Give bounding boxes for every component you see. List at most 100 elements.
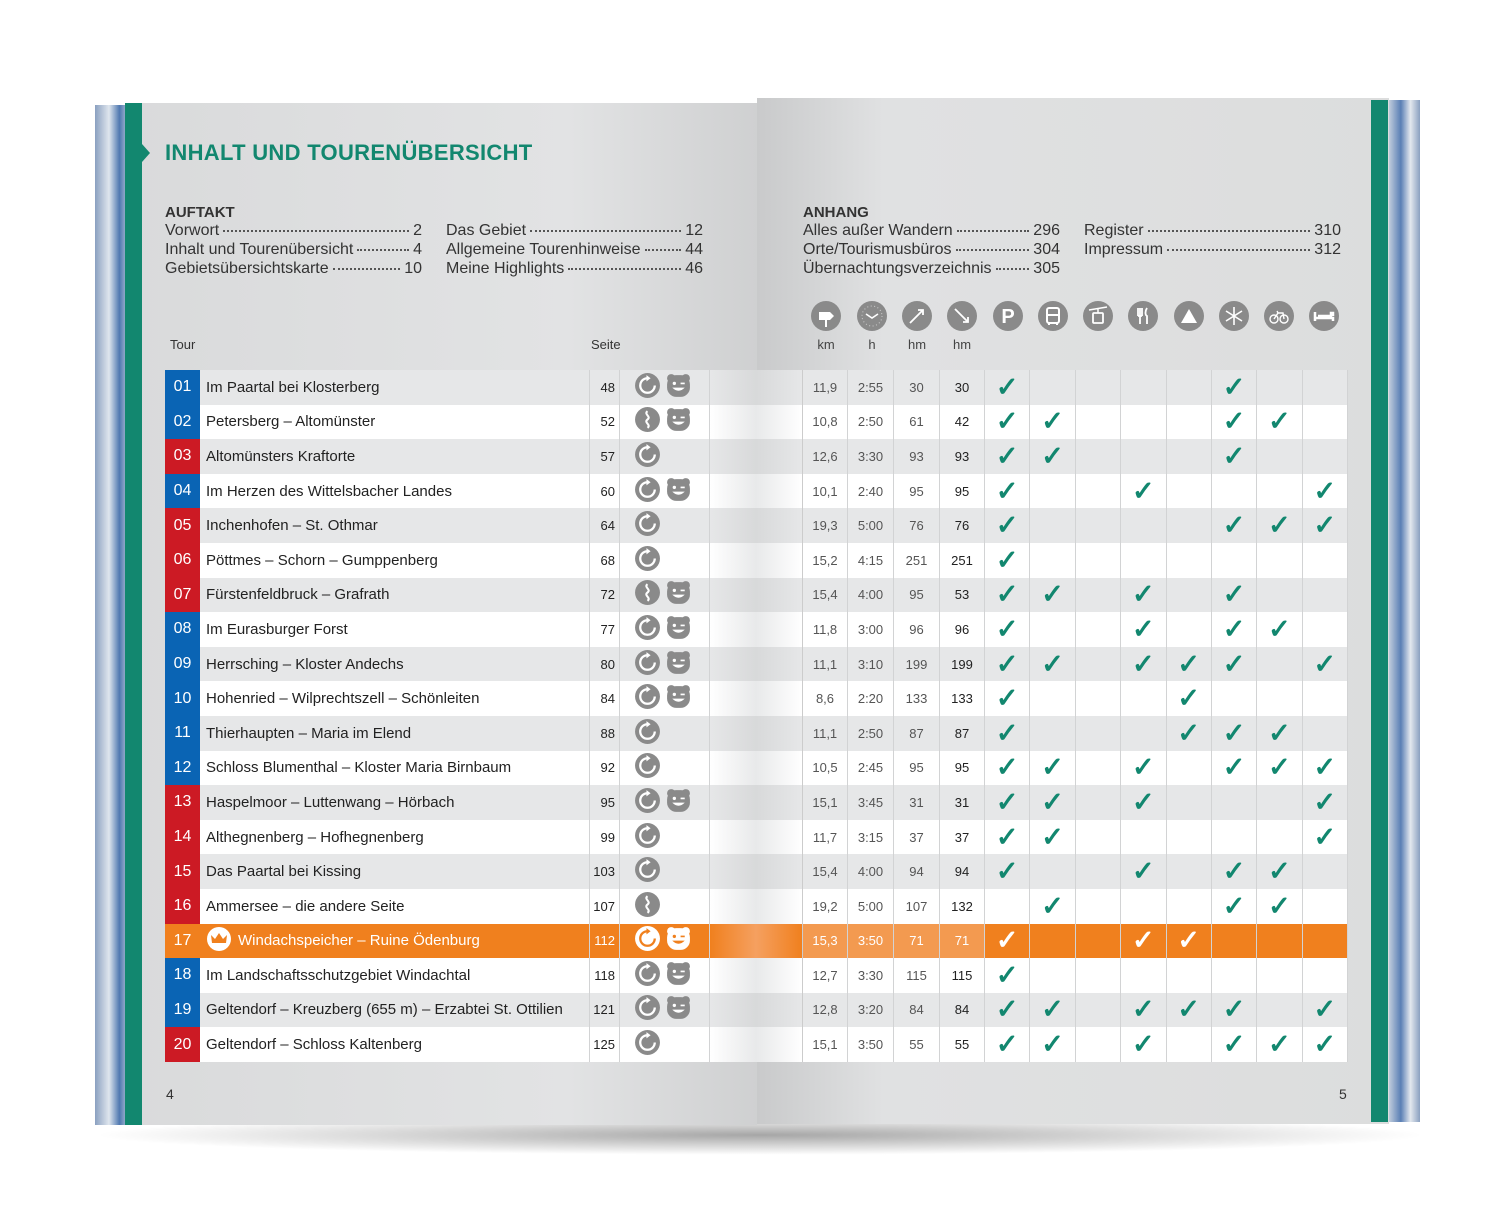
tour-name[interactable]: Im Herzen des Wittelsbacher Landes (200, 473, 590, 509)
feature-summit (1166, 439, 1212, 474)
toc-entry[interactable]: Allgemeine Tourenhinweise 44 (446, 241, 703, 260)
table-row[interactable]: 08 Im Eurasburger Forst 77 11,8 3:00 96 96 ✓ ✓ ✓ ✓ (165, 612, 1348, 647)
tour-name[interactable]: Altomünsters Kraftorte (200, 439, 590, 474)
toc-entry[interactable]: Vorwort 2 (165, 222, 422, 241)
table-row[interactable]: 05 Inchenhofen – St. Othmar 64 19,3 5:00 76 76… (165, 508, 1348, 543)
feature-restaurant (1121, 439, 1167, 474)
feature-restaurant: ✓ (1121, 612, 1167, 647)
check-icon: ✓ (1222, 1029, 1246, 1060)
feature-bicycle (1257, 681, 1303, 716)
family-icon (665, 994, 692, 1025)
tour-name[interactable]: Im Landschaftsschutzgebiet Windachtal (200, 958, 590, 993)
feature-parking: ✓ (985, 404, 1031, 440)
bicycle-icon (1264, 301, 1294, 331)
tour-name[interactable]: Herrsching – Kloster Andechs (200, 646, 590, 682)
toc-entry[interactable]: Inhalt und Tourenübersicht 4 (165, 241, 422, 260)
table-row[interactable]: 18 Im Landschaftsschutzgebiet Windachtal 1… (165, 958, 1348, 993)
check-icon: ✓ (995, 406, 1019, 437)
page-number-right: 5 (1339, 1086, 1347, 1102)
table-row[interactable]: 06 Pöttmes – Schorn – Gumppenberg 68 15,2 4:… (165, 542, 1348, 578)
tour-number: 01 (165, 370, 200, 405)
toc-leader (1147, 230, 1311, 232)
anhang-heading: ANHANG (803, 204, 869, 221)
table-row[interactable]: 01 Im Paartal bei Klosterberg 48 11,9 2:55 30… (165, 370, 1348, 405)
tour-name[interactable]: Pöttmes – Schorn – Gumppenberg (200, 542, 590, 578)
feature-cable-car (1075, 785, 1122, 820)
table-row[interactable]: 10 Hohenried – Wilprechtszell – Schönleit… (165, 681, 1348, 716)
tour-name[interactable]: Windachspeicher – Ruine Ödenburg (200, 923, 590, 959)
feature-summit (1166, 404, 1212, 440)
check-icon: ✓ (1313, 752, 1337, 783)
table-row[interactable]: 20 Geltendorf – Schloss Kaltenberg 125 15,1… (165, 1027, 1348, 1062)
table-row[interactable]: 11 Thierhaupten – Maria im Elend 88 11,1 2:5… (165, 715, 1348, 751)
table-row[interactable]: 03 Altomünsters Kraftorte 57 12,6 3:30 93 93 ✓ ✓… (165, 439, 1348, 474)
toc-entry[interactable]: Alles außer Wandern 296 (803, 222, 1060, 241)
toc-leader (995, 268, 1030, 270)
toc-entry[interactable]: Register 310 (1084, 222, 1341, 241)
winter-icon (1219, 301, 1249, 331)
gutter (710, 888, 803, 924)
table-row[interactable]: 12 Schloss Blumenthal – Kloster Maria Bir… (165, 750, 1348, 786)
toc-entry[interactable]: Orte/Tourismusbüros 304 (803, 241, 1060, 260)
table-row[interactable]: 16 Ammersee – die andere Seite 107 19,2 5:00… (165, 888, 1348, 924)
table-row[interactable]: 13 Haspelmoor – Luttenwang – Hörbach 95 15,… (165, 785, 1348, 820)
tour-name[interactable]: Ammersee – die andere Seite (200, 888, 590, 924)
book-edge-left (95, 105, 130, 1125)
table-row[interactable]: 07 Fürstenfeldbruck – Grafrath 72 15,4 4:00 9… (165, 577, 1348, 613)
feature-winter: ✓ (1211, 750, 1258, 786)
tour-name[interactable]: Geltendorf – Kreuzberg (655 m) – Erzabte… (200, 992, 590, 1028)
feature-bicycle (1257, 785, 1303, 820)
feature-bus (1030, 542, 1076, 578)
gutter (710, 646, 803, 682)
tour-name[interactable]: Geltendorf – Schloss Kaltenberg (200, 1027, 590, 1062)
table-row[interactable]: 19 Geltendorf – Kreuzberg (655 m) – Erzab… (165, 992, 1348, 1028)
feature-cable-car (1075, 612, 1122, 647)
duration-value: 4:00 (848, 577, 894, 613)
table-row[interactable]: 17 Windachspeicher – Ruine Ödenburg 112 15,… (165, 923, 1348, 959)
tour-name[interactable]: Inchenhofen – St. Othmar (200, 508, 590, 543)
check-icon: ✓ (1268, 613, 1291, 644)
tour-name[interactable]: Thierhaupten – Maria im Elend (200, 715, 590, 751)
check-icon: ✓ (995, 1029, 1019, 1060)
table-row[interactable]: 14 Althegnenberg – Hofhegnenberg 99 11,7 3:1… (165, 819, 1348, 855)
toc-page: 312 (1314, 241, 1341, 258)
km-value: 11,7 (803, 819, 848, 855)
table-row[interactable]: 02 Petersberg – Altomünster 52 10,8 2:50 61 42… (165, 404, 1348, 440)
km-value: 10,8 (803, 404, 848, 440)
feature-winter: ✓ (1211, 854, 1258, 889)
feature-parking: ✓ (985, 785, 1031, 820)
feature-accommodation: ✓ (1302, 992, 1348, 1028)
tour-name[interactable]: Im Paartal bei Klosterberg (200, 370, 590, 405)
tour-name[interactable]: Haspelmoor – Luttenwang – Hörbach (200, 785, 590, 820)
ascent-value: 61 (894, 404, 940, 440)
toc-entry[interactable]: Gebietsübersichtskarte 10 (165, 260, 422, 279)
tour-name[interactable]: Das Paartal bei Kissing (200, 854, 590, 889)
gutter (710, 785, 803, 820)
toc-entry[interactable]: Das Gebiet 12 (446, 222, 703, 241)
tour-name[interactable]: Hohenried – Wilprechtszell – Schönleiten (200, 681, 590, 716)
toc-entry[interactable]: Übernachtungsverzeichnis 305 (803, 260, 1060, 279)
tour-name-text: Schloss Blumenthal – Kloster Maria Birnb… (206, 759, 512, 777)
tour-type-icons (620, 888, 710, 924)
feature-bicycle: ✓ (1257, 1027, 1303, 1062)
toc-label: Übernachtungsverzeichnis (803, 260, 992, 277)
descent-icon (947, 301, 977, 331)
tour-name[interactable]: Schloss Blumenthal – Kloster Maria Birnb… (200, 750, 590, 786)
tour-name[interactable]: Althegnenberg – Hofhegnenberg (200, 819, 590, 855)
tour-name[interactable]: Petersberg – Altomünster (200, 404, 590, 440)
feature-cable-car (1075, 646, 1122, 682)
tour-name[interactable]: Fürstenfeldbruck – Grafrath (200, 577, 590, 613)
table-row[interactable]: 04 Im Herzen des Wittelsbacher Landes 60 10… (165, 473, 1348, 509)
km-value: 15,4 (803, 854, 848, 889)
tour-name[interactable]: Im Eurasburger Forst (200, 612, 590, 647)
km-value: 15,1 (803, 785, 848, 820)
duration-value: 3:45 (848, 785, 894, 820)
table-row[interactable]: 15 Das Paartal bei Kissing 103 15,4 4:00 94 94… (165, 854, 1348, 889)
toc-entry[interactable]: Meine Highlights 46 (446, 260, 703, 279)
feature-cable-car (1075, 1027, 1122, 1062)
table-row[interactable]: 09 Herrsching – Kloster Andechs 80 11,1 3:10… (165, 646, 1348, 682)
feature-accommodation (1302, 370, 1348, 405)
duration-value: 4:00 (848, 854, 894, 889)
toc-page: 46 (685, 260, 703, 277)
toc-entry[interactable]: Impressum 312 (1084, 241, 1341, 260)
